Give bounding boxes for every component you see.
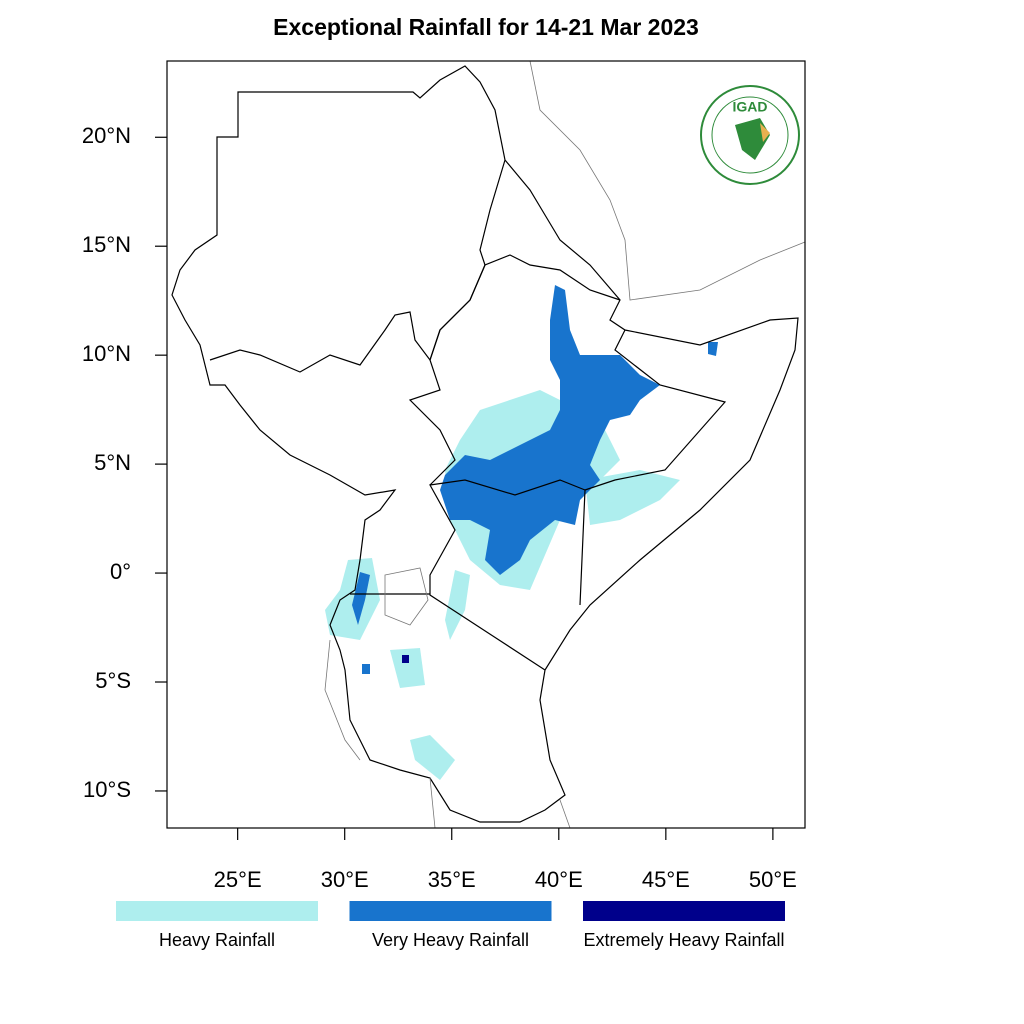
- x-tick-label: 25°E: [214, 867, 262, 892]
- border: [408, 264, 486, 486]
- logo-ring: [711, 96, 789, 174]
- x-tick-label: 35°E: [428, 867, 476, 892]
- title: Exceptional Rainfall for 14-21 Mar 2023: [273, 14, 699, 40]
- y-tick-label: 15°N: [82, 232, 131, 257]
- legend-label: Very Heavy Rainfall: [372, 930, 529, 950]
- lake: [384, 567, 429, 626]
- legend-swatch: [349, 901, 552, 921]
- y-tick-label: 20°N: [82, 123, 131, 148]
- lake: [324, 639, 571, 829]
- logo-region: [760, 123, 770, 142]
- heavy-rainfall-area: [410, 735, 455, 780]
- coastline: [529, 60, 806, 301]
- y-tick-label: 5°S: [95, 668, 131, 693]
- legend-label: Extremely Heavy Rainfall: [583, 930, 784, 950]
- extremely-heavy-rainfall-area: [402, 655, 409, 663]
- x-tick-label: 30°E: [321, 867, 369, 892]
- y-tick-label: 10°N: [82, 341, 131, 366]
- very-heavy-rainfall-area: [362, 664, 370, 674]
- legend-label: Heavy Rainfall: [159, 930, 275, 950]
- border: [429, 479, 586, 671]
- border: [579, 329, 727, 606]
- very-heavy-rainfall-area: [352, 572, 370, 625]
- region-outline: [171, 65, 799, 823]
- y-tick-label: 5°N: [94, 450, 131, 475]
- very-heavy-rainfall-area: [708, 342, 718, 356]
- map-frame: [166, 60, 806, 829]
- heavy-rainfall-area: [585, 470, 680, 525]
- x-tick-label: 50°E: [749, 867, 797, 892]
- heavy-rainfall-area: [445, 570, 470, 640]
- heavy-rainfall-area: [325, 558, 380, 640]
- legend-swatch: [116, 901, 318, 921]
- logo: IGAD: [700, 85, 800, 185]
- border: [479, 159, 506, 266]
- legend-swatch: [583, 901, 785, 921]
- border: [209, 254, 621, 373]
- y-tick-label: 0°: [110, 559, 131, 584]
- very-heavy-rainfall-area: [440, 285, 660, 575]
- heavy-rainfall-area: [390, 648, 425, 688]
- map-area: [171, 60, 806, 829]
- y-tick-label: 10°S: [83, 777, 131, 802]
- x-tick-label: 40°E: [535, 867, 583, 892]
- x-tick-label: 45°E: [642, 867, 690, 892]
- logo-text: IGAD: [733, 99, 768, 115]
